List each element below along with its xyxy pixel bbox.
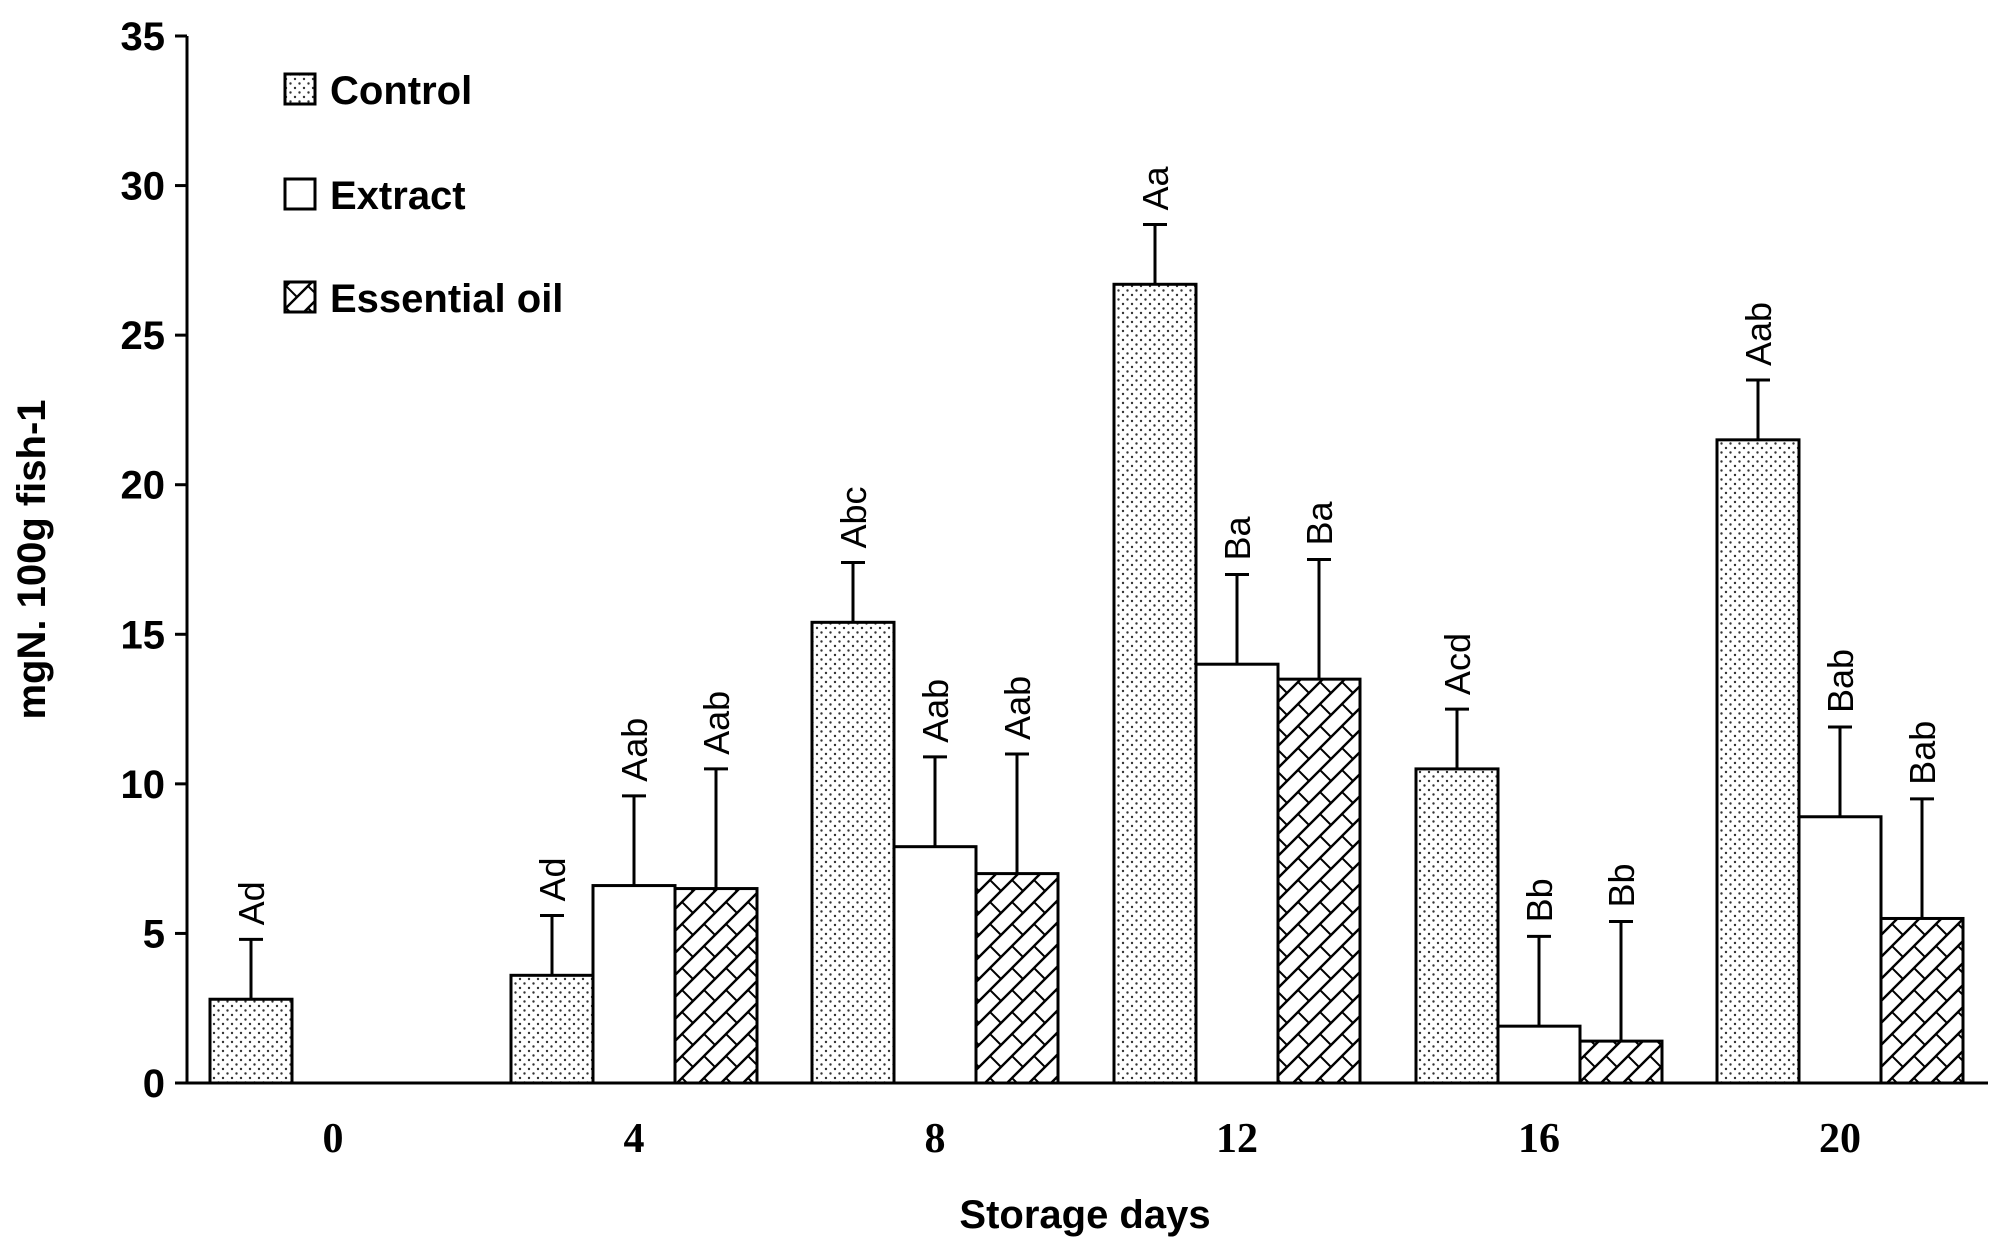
x-tick-label: 12 [1216,1116,1258,1162]
y-tick-label: 5 [143,912,165,956]
y-tick-label: 30 [121,165,166,209]
bar-control [509,973,595,1085]
data-label: Bb [1601,863,1642,907]
bar-essential-oil [1879,916,1965,1085]
data-label: Aa [1135,165,1176,210]
data-label: Abc [833,486,874,548]
bar-essential-oil [1276,677,1362,1085]
data-label: Acd [1437,633,1478,695]
bar-essential-oil [673,887,759,1085]
y-axis-title: mgN. 100g fish-1 [10,399,54,719]
data-label: Bab [1820,649,1861,713]
data-label: Ad [231,881,272,925]
data-label: Ba [1299,500,1340,545]
bar-extract [892,845,978,1085]
x-tick-label: 4 [624,1116,645,1162]
bar-essential-oil [1578,1039,1664,1085]
bar-control [1112,282,1198,1085]
data-label: Aab [696,691,737,755]
bar-extract [591,884,677,1085]
bar-extract [1797,815,1883,1085]
y-tick-label: 15 [121,613,166,657]
legend-label: Control [330,69,472,113]
legend-label: Essential oil [330,277,563,321]
x-tick-label: 20 [1819,1116,1861,1162]
bar-extract [1496,1024,1582,1085]
y-tick-label: 35 [121,15,166,59]
data-label: Bb [1519,878,1560,922]
y-tick-label: 25 [121,314,166,358]
data-label: Aab [997,676,1038,740]
x-tick-label: 16 [1518,1116,1560,1162]
y-tick-label: 20 [121,464,166,508]
bar-control [1414,767,1500,1085]
bar-extract [1194,662,1280,1085]
legend-swatch [283,280,317,314]
data-label: Ad [532,857,573,901]
x-tick-label: 0 [323,1116,344,1162]
x-axis-title: Storage days [959,1193,1210,1237]
legend-swatch [283,177,317,211]
legend-label: Extract [330,174,466,218]
bar-control [208,997,294,1085]
data-label: Aab [1738,302,1779,366]
bar-control [810,620,896,1085]
data-label: Aab [915,679,956,743]
data-label: Bab [1902,721,1943,785]
y-tick-label: 0 [143,1062,165,1106]
data-label: Ba [1217,515,1258,560]
data-label: Aab [614,718,655,782]
bar-essential-oil [974,872,1060,1085]
x-tick-label: 8 [925,1116,946,1162]
bar-control [1715,438,1801,1085]
y-tick-label: 10 [121,763,166,807]
legend-swatch [283,72,317,106]
